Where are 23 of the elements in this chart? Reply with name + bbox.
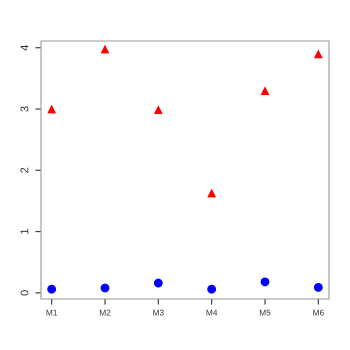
x-tick-label: M4 [206, 310, 218, 316]
x-tick-label: M5 [260, 310, 270, 316]
point [100, 44, 110, 54]
point [207, 284, 216, 294]
point [47, 284, 56, 294]
y-tick-label: 0 [20, 290, 28, 296]
y-tick-label: 4 [20, 44, 28, 51]
y-tick-label: 2 [20, 168, 28, 173]
point [154, 105, 163, 114]
point [260, 86, 270, 96]
point [314, 49, 323, 58]
point [100, 284, 110, 292]
point [47, 104, 56, 114]
point [314, 282, 323, 292]
y-tick-label: 1 [20, 229, 28, 234]
x-tick-label: M1 [46, 310, 58, 316]
point [260, 277, 270, 286]
y-tick-label: 3 [20, 106, 28, 112]
x-tick-label: M6 [313, 310, 324, 316]
x-tick-label: M2 [100, 310, 110, 316]
x-tick-label: M3 [153, 310, 164, 316]
point [154, 278, 163, 288]
point [207, 188, 216, 198]
